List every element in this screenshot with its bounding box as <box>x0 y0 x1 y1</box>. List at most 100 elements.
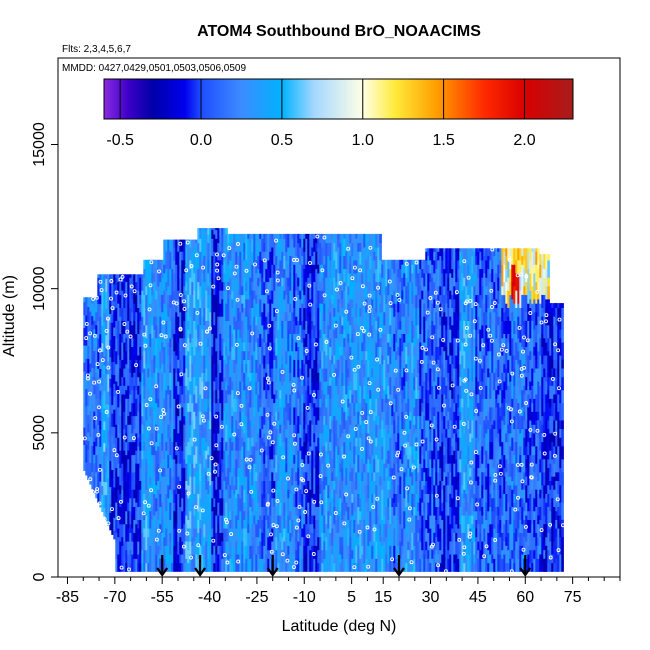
heatmap-cell <box>351 458 354 469</box>
heatmap-cell <box>237 545 240 555</box>
heatmap-cell <box>475 553 478 572</box>
heatmap-cell <box>181 393 184 408</box>
heatmap-cell <box>293 424 296 443</box>
heatmap-cell <box>429 528 432 546</box>
heatmap-cell <box>325 476 328 486</box>
heatmap-cell <box>465 285 468 304</box>
heatmap-cell <box>459 337 462 352</box>
heatmap-cell <box>335 493 338 507</box>
heatmap-cell <box>237 320 240 330</box>
heatmap-cell <box>415 259 418 265</box>
heatmap-cell <box>183 272 186 287</box>
heatmap-cell <box>115 484 118 503</box>
heatmap-cell <box>313 298 316 317</box>
heatmap-cell <box>129 532 132 551</box>
heatmap-cell <box>239 532 242 551</box>
heatmap-cell <box>241 428 244 438</box>
heatmap-cell <box>255 489 258 503</box>
heatmap-cell <box>461 303 464 317</box>
heatmap-cell <box>395 541 398 559</box>
heatmap-cell <box>135 463 138 473</box>
heatmap-cell <box>345 268 348 287</box>
heatmap-cell <box>323 415 326 425</box>
heatmap-cell <box>335 519 338 533</box>
heatmap-cell <box>419 359 422 378</box>
heatmap-cell <box>339 372 342 391</box>
heatmap-cell <box>111 348 114 362</box>
heatmap-cell <box>405 402 408 412</box>
heatmap-cell <box>227 519 230 529</box>
heatmap-cell <box>101 351 104 361</box>
heatmap-cell <box>379 380 382 399</box>
heatmap-cell <box>439 428 442 447</box>
heatmap-cell <box>119 484 122 494</box>
heatmap-cell <box>205 510 208 525</box>
heatmap-cell <box>199 463 202 481</box>
heatmap-cell <box>429 259 432 274</box>
heatmap-cell <box>341 372 344 386</box>
heatmap-cell <box>105 317 108 336</box>
heatmap-cell <box>353 372 356 391</box>
heatmap-cell <box>261 445 264 464</box>
heatmap-cell <box>209 519 212 533</box>
heatmap-cell <box>157 415 160 434</box>
heatmap-cell <box>455 320 458 339</box>
heatmap-cell <box>311 255 314 265</box>
heatmap-cell <box>439 541 442 551</box>
heatmap-cell <box>347 376 350 386</box>
heatmap-cell <box>419 515 422 529</box>
heatmap-cell <box>303 337 306 347</box>
heatmap-cell <box>119 368 122 386</box>
heatmap-cell <box>179 445 182 464</box>
heatmap-cell <box>329 329 332 339</box>
heatmap-cell <box>471 380 474 395</box>
heatmap-cell <box>155 484 158 499</box>
heatmap-cell <box>229 311 232 326</box>
heatmap-cell <box>153 445 156 456</box>
heatmap-cell <box>359 510 362 520</box>
heatmap-cell <box>105 412 108 422</box>
heatmap-cell <box>259 406 262 417</box>
heatmap-cell <box>185 346 188 356</box>
heatmap-cell <box>119 467 122 486</box>
heatmap-cell <box>407 372 410 382</box>
heatmap-cell <box>243 489 246 503</box>
heatmap-cell <box>317 281 320 291</box>
heatmap-cell <box>307 424 310 443</box>
heatmap-cell <box>169 406 172 421</box>
heatmap-cell <box>99 368 102 378</box>
heatmap-cell <box>335 233 338 252</box>
heatmap-cell <box>283 502 286 516</box>
heatmap-cell <box>187 506 190 520</box>
heatmap-cell <box>333 553 336 564</box>
heatmap-cell <box>233 467 236 477</box>
heatmap-cell <box>317 363 320 373</box>
heatmap-cell <box>181 497 184 512</box>
heatmap-cell <box>203 229 206 244</box>
heatmap-cell <box>261 372 264 391</box>
heatmap-cell <box>441 363 444 378</box>
heatmap-cell <box>191 428 194 447</box>
heatmap-cell <box>443 311 446 326</box>
heatmap-cell <box>283 553 286 572</box>
heatmap-cell <box>141 363 144 373</box>
heatmap-cell <box>435 458 438 473</box>
heatmap-cell <box>303 372 306 386</box>
heatmap-cell <box>447 463 450 473</box>
heatmap-cell <box>245 398 248 417</box>
heatmap-cell <box>139 467 142 481</box>
heatmap-cell <box>99 303 102 318</box>
heatmap-cell <box>255 411 258 430</box>
heatmap-cell <box>451 497 454 507</box>
heatmap-cell <box>217 376 220 391</box>
heatmap-cell <box>469 355 472 365</box>
heatmap-cell <box>427 402 430 421</box>
heatmap-cell <box>341 255 344 274</box>
heatmap-cell <box>379 329 382 339</box>
heatmap-cell <box>391 497 394 507</box>
heatmap-cell <box>261 311 264 326</box>
heatmap-cell <box>317 372 320 382</box>
heatmap-cell <box>227 402 230 421</box>
heatmap-cell <box>177 290 180 300</box>
heatmap-cell <box>145 497 148 516</box>
